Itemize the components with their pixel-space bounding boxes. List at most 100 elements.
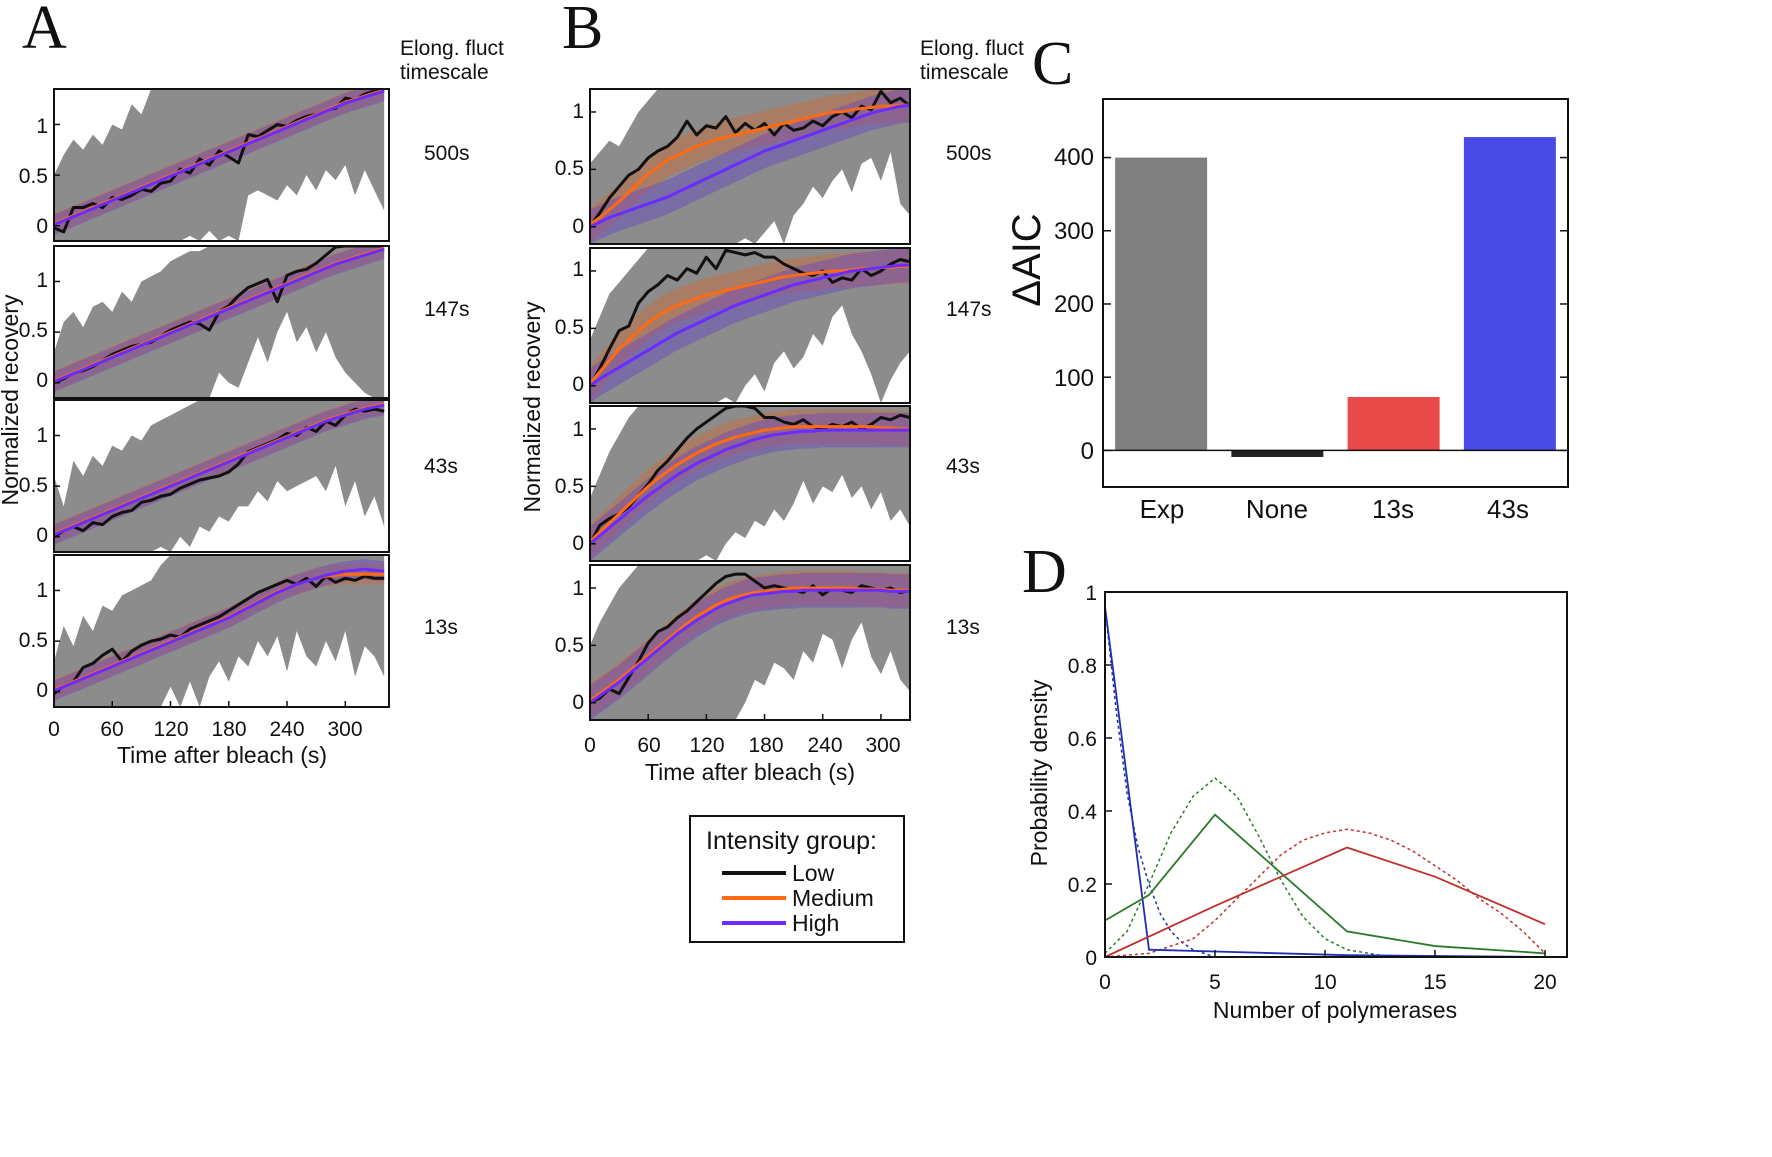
series-line-high xyxy=(590,263,910,388)
panel-d-ylabel: Probability density xyxy=(1026,679,1052,866)
panel-c-axes-frame xyxy=(1102,98,1569,488)
panel-d-xtick-label: 5 xyxy=(1209,971,1221,994)
medium-band xyxy=(590,570,910,718)
panel-b-ytick-label: 0 xyxy=(572,691,584,714)
series-line-high xyxy=(590,588,910,705)
subplot-frame xyxy=(53,88,390,242)
panel-a-ytick-label: 0.5 xyxy=(19,319,48,342)
panel-a-subplot xyxy=(53,245,390,399)
panel-b-timescale-label: 500s xyxy=(946,142,992,165)
panel-b-ytick-label: 0.5 xyxy=(555,157,584,180)
variability-envelope xyxy=(54,555,385,707)
panel-b-timescale-label: 13s xyxy=(946,616,980,639)
panel-b-xlabel: Time after bleach (s) xyxy=(645,759,855,785)
panel-d-xtick-label: 10 xyxy=(1313,971,1336,994)
panel-a-xlabel: Time after bleach (s) xyxy=(117,742,327,768)
variability-envelope xyxy=(54,246,385,398)
panel-a-ytick-label: 0.5 xyxy=(19,474,48,497)
panel-c-ytick-label: 400 xyxy=(1054,144,1094,171)
dotted-line-blue xyxy=(1104,606,1216,958)
panel-b-xtick-label: 180 xyxy=(748,734,783,757)
panel-b-xtick-labels: 0 60 120 180 240 300 xyxy=(584,734,900,757)
subplot-frame xyxy=(53,554,390,708)
panel-c-category-label: 43s xyxy=(1487,494,1529,524)
panel-b-ytick-label: 0.5 xyxy=(555,316,584,339)
series-line-high xyxy=(590,103,910,229)
solid-line-red xyxy=(1104,846,1546,958)
subplot-content xyxy=(54,89,385,241)
panel-a-header-line1: Elong. fluct xyxy=(400,37,504,60)
series-line-high xyxy=(54,89,385,227)
panel-c-ylabel: ΔAIC xyxy=(1005,213,1049,306)
panel-a-xtick-label: 300 xyxy=(327,718,362,741)
legend-label-low: Low xyxy=(792,860,835,886)
high-band xyxy=(54,89,385,235)
series-line-low xyxy=(590,89,910,228)
series-line-medium xyxy=(590,586,910,702)
subplot-frame xyxy=(589,405,911,562)
variability-envelope xyxy=(590,406,910,561)
panel-b-ytick-label: 0 xyxy=(572,373,584,396)
panel-b-xtick-label: 120 xyxy=(689,734,724,757)
panel-letter-b: B xyxy=(562,0,603,62)
subplot-frame xyxy=(589,88,911,245)
legend: Intensity group: Low Medium High xyxy=(689,815,905,943)
variability-envelope xyxy=(590,565,910,720)
panel-a-timescale-label: 500s xyxy=(424,142,470,165)
panel-b-timescale-label: 147s xyxy=(946,298,992,321)
solid-line-blue xyxy=(1104,606,1546,958)
subplot-frame xyxy=(589,564,911,721)
subplot-content xyxy=(54,246,385,398)
panel-a-timescale-label: 43s xyxy=(424,455,458,478)
series-line-low xyxy=(590,248,910,387)
panel-d-xtick-label: 0 xyxy=(1099,971,1111,994)
series-line-low xyxy=(54,407,385,539)
subplot-content xyxy=(54,400,385,552)
panel-d-ytick-label: 0 xyxy=(1085,947,1097,970)
panel-a-ylabel: Normalized recovery xyxy=(0,294,23,505)
solid-line-green xyxy=(1104,813,1546,955)
panel-b-xtick-label: 300 xyxy=(865,734,900,757)
medium-band xyxy=(54,246,385,391)
panel-b-ytick-label: 1 xyxy=(572,100,584,123)
medium-band xyxy=(590,249,910,401)
panel-b-ytick-label: 1 xyxy=(572,258,584,281)
series-line-high xyxy=(590,428,910,545)
panel-a-xtick-label: 180 xyxy=(211,718,246,741)
panel-c: ΔAIC 0 100 200 300 400 Exp None 13s 43s xyxy=(1005,98,1569,524)
panel-a-ytick-label: 0.5 xyxy=(19,629,48,652)
variability-envelope xyxy=(590,248,910,403)
series-line-medium xyxy=(590,425,910,543)
panel-d-xtick-label: 20 xyxy=(1533,971,1556,994)
series-line-low xyxy=(54,574,385,695)
panel-a-timescale-label: 13s xyxy=(424,616,458,639)
panel-b-subplot xyxy=(589,247,911,404)
panel-b-subplot xyxy=(589,564,911,721)
medium-band xyxy=(54,564,385,700)
bar-13s xyxy=(1347,396,1440,451)
high-band xyxy=(54,246,385,392)
panel-d-ytick-label: 0.2 xyxy=(1068,874,1097,897)
panel-c-ytick-label: 200 xyxy=(1054,291,1094,318)
panel-a-xtick-label: 240 xyxy=(269,718,304,741)
panel-b-subplot xyxy=(589,88,911,245)
legend-title: Intensity group: xyxy=(706,827,877,855)
plot-layer xyxy=(53,88,1568,958)
panel-d-ytick-label: 1 xyxy=(1085,582,1097,605)
panel-d-ytick-label: 0.6 xyxy=(1068,728,1097,751)
panel-d-plot xyxy=(1104,591,1568,958)
panel-b-xtick-label: 60 xyxy=(637,734,660,757)
panel-c-category-label: None xyxy=(1246,494,1308,524)
panel-a-xtick-labels: 0 60 120 180 240 300 xyxy=(48,718,362,741)
dotted-line-red xyxy=(1104,828,1546,958)
panel-a-timescale-label: 147s xyxy=(424,298,470,321)
panel-c-category-label: Exp xyxy=(1140,494,1185,524)
legend-label-medium: Medium xyxy=(792,885,874,911)
subplot-content xyxy=(590,89,910,244)
panel-b-ytick-label: 0 xyxy=(572,215,584,238)
panel-a-ytick-label: 0.5 xyxy=(19,165,48,188)
panel-a-subplot xyxy=(53,399,390,553)
panel-a-subplot xyxy=(53,554,390,708)
subplot-content xyxy=(590,565,910,720)
